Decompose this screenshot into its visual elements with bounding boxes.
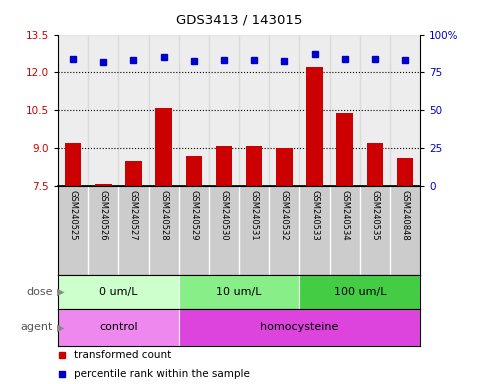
Bar: [367, 143, 383, 186]
Bar: [360, 35, 390, 186]
Text: GSM240527: GSM240527: [129, 190, 138, 240]
Text: 0 um/L: 0 um/L: [99, 287, 138, 297]
Text: ▶: ▶: [57, 322, 65, 333]
Text: 100 um/L: 100 um/L: [334, 287, 386, 297]
Text: GSM240526: GSM240526: [99, 190, 108, 240]
Text: homocysteine: homocysteine: [260, 322, 339, 333]
Bar: [330, 35, 360, 186]
Bar: [397, 159, 413, 186]
Text: GSM240532: GSM240532: [280, 190, 289, 240]
Text: GSM240525: GSM240525: [69, 190, 78, 240]
Text: ▶: ▶: [57, 287, 65, 297]
Text: GSM240528: GSM240528: [159, 190, 168, 240]
Bar: [216, 146, 232, 186]
Bar: [179, 275, 299, 309]
Text: dose: dose: [27, 287, 53, 297]
Text: GSM240535: GSM240535: [370, 190, 380, 240]
Bar: [156, 108, 172, 186]
Bar: [118, 35, 149, 186]
Bar: [65, 143, 81, 186]
Bar: [299, 35, 330, 186]
Bar: [270, 35, 299, 186]
Bar: [149, 35, 179, 186]
Text: GSM240529: GSM240529: [189, 190, 199, 240]
Bar: [58, 309, 179, 346]
Bar: [125, 161, 142, 186]
Bar: [390, 35, 420, 186]
Bar: [58, 35, 88, 186]
Bar: [185, 156, 202, 186]
Bar: [179, 309, 420, 346]
Bar: [88, 35, 118, 186]
Text: agent: agent: [21, 322, 53, 333]
Bar: [337, 113, 353, 186]
Bar: [58, 275, 179, 309]
Bar: [239, 35, 270, 186]
Bar: [299, 275, 420, 309]
Text: GDS3413 / 143015: GDS3413 / 143015: [176, 14, 302, 27]
Bar: [179, 35, 209, 186]
Text: control: control: [99, 322, 138, 333]
Bar: [276, 148, 293, 186]
Text: GSM240848: GSM240848: [400, 190, 410, 240]
Text: 10 um/L: 10 um/L: [216, 287, 262, 297]
Bar: [306, 68, 323, 186]
Bar: [246, 146, 262, 186]
Bar: [209, 35, 239, 186]
Text: percentile rank within the sample: percentile rank within the sample: [74, 369, 250, 379]
Text: transformed count: transformed count: [74, 350, 171, 360]
Bar: [95, 184, 112, 186]
Text: GSM240534: GSM240534: [340, 190, 349, 240]
Text: GSM240533: GSM240533: [310, 190, 319, 240]
Text: GSM240530: GSM240530: [219, 190, 228, 240]
Text: GSM240531: GSM240531: [250, 190, 259, 240]
